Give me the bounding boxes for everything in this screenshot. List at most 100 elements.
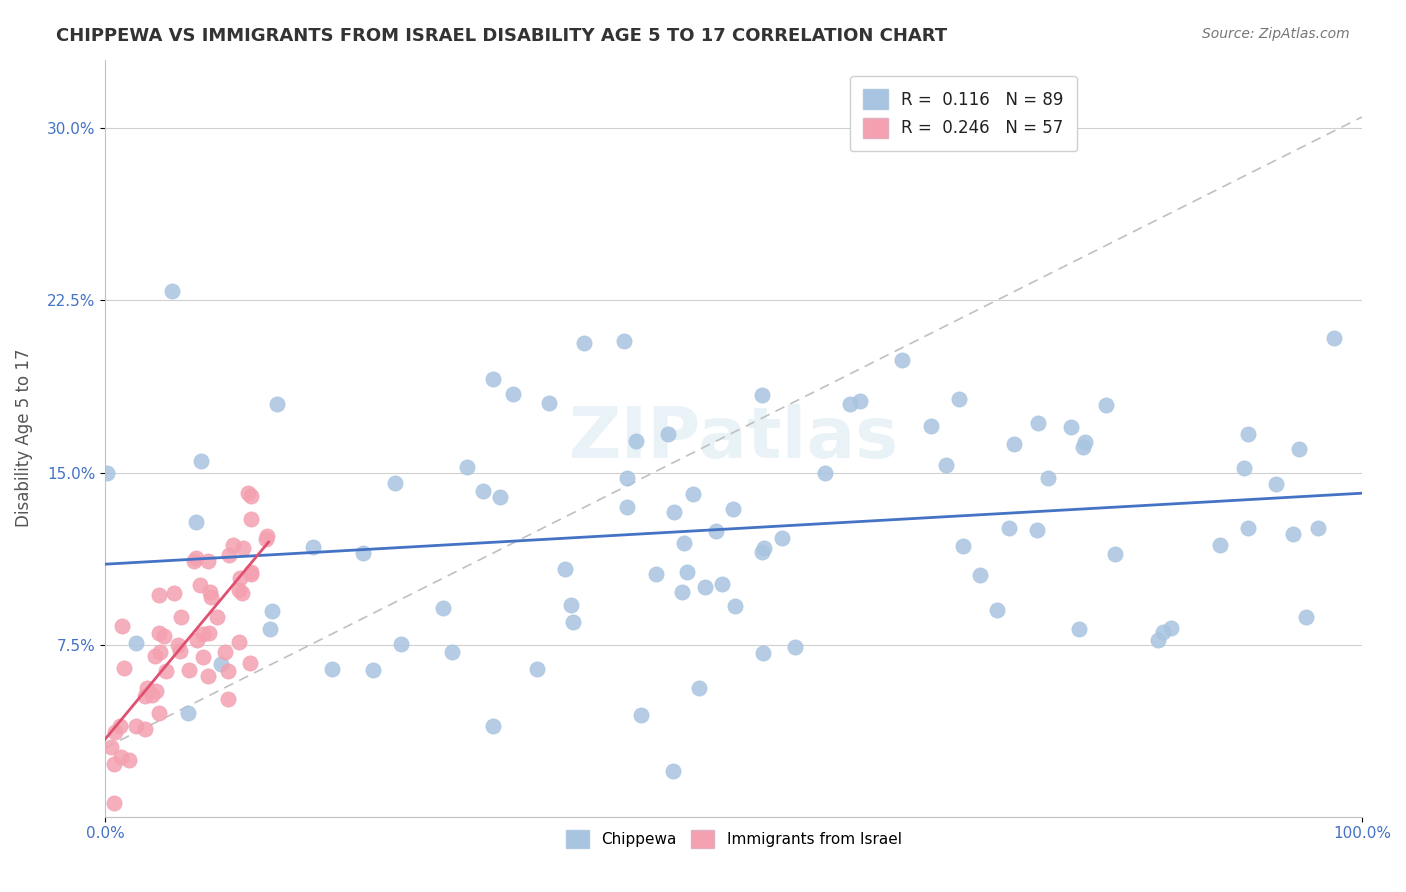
- Point: [752, 541, 775, 556]
- Point: [751, 545, 773, 559]
- Point: [103, 796, 125, 810]
- Point: [217, 664, 239, 678]
- Point: [616, 500, 638, 514]
- Point: [240, 565, 263, 579]
- Point: [134, 723, 156, 737]
- Point: [891, 352, 914, 367]
- Point: [108, 719, 131, 733]
- Point: [184, 515, 207, 529]
- Point: [1002, 437, 1025, 451]
- Point: [153, 629, 176, 643]
- Point: [710, 577, 733, 591]
- Point: [183, 554, 205, 568]
- Point: [432, 600, 454, 615]
- Point: [1060, 420, 1083, 434]
- Legend: R =  0.116   N = 89, R =  0.246   N = 57: R = 0.116 N = 89, R = 0.246 N = 57: [849, 76, 1077, 151]
- Point: [1152, 625, 1174, 640]
- Point: [186, 550, 208, 565]
- Point: [217, 692, 239, 706]
- Point: [1237, 426, 1260, 441]
- Point: [1233, 460, 1256, 475]
- Point: [948, 392, 970, 406]
- Point: [169, 610, 191, 624]
- Point: [190, 454, 212, 468]
- Point: [657, 426, 679, 441]
- Point: [920, 419, 942, 434]
- Point: [191, 626, 214, 640]
- Point: [482, 372, 505, 386]
- Point: [1026, 416, 1049, 430]
- Point: [1288, 442, 1310, 457]
- Point: [752, 646, 775, 660]
- Point: [134, 689, 156, 703]
- Point: [624, 434, 647, 449]
- Point: [526, 662, 548, 676]
- Point: [1067, 622, 1090, 636]
- Point: [186, 633, 208, 648]
- Point: [1264, 476, 1286, 491]
- Point: [662, 764, 685, 778]
- Point: [352, 546, 374, 560]
- Point: [148, 588, 170, 602]
- Point: [676, 566, 699, 580]
- Point: [96, 466, 118, 480]
- Point: [254, 532, 277, 546]
- Point: [969, 568, 991, 582]
- Point: [1071, 440, 1094, 454]
- Point: [229, 571, 252, 585]
- Point: [239, 489, 262, 503]
- Point: [849, 394, 872, 409]
- Point: [389, 637, 412, 651]
- Point: [177, 706, 200, 720]
- Point: [488, 491, 510, 505]
- Point: [673, 536, 696, 550]
- Point: [240, 567, 263, 582]
- Point: [671, 585, 693, 599]
- Point: [751, 388, 773, 402]
- Point: [562, 615, 585, 629]
- Point: [704, 524, 727, 538]
- Point: [986, 603, 1008, 617]
- Point: [238, 486, 260, 500]
- Point: [177, 664, 200, 678]
- Point: [118, 753, 141, 767]
- Point: [136, 681, 159, 696]
- Point: [228, 635, 250, 649]
- Point: [839, 397, 862, 411]
- Point: [188, 578, 211, 592]
- Y-axis label: Disability Age 5 to 17: Disability Age 5 to 17: [15, 349, 32, 527]
- Point: [232, 541, 254, 556]
- Point: [191, 650, 214, 665]
- Point: [214, 645, 236, 659]
- Point: [111, 619, 134, 633]
- Point: [363, 664, 385, 678]
- Point: [664, 505, 686, 519]
- Point: [163, 585, 186, 599]
- Point: [100, 739, 122, 754]
- Point: [155, 665, 177, 679]
- Point: [125, 635, 148, 649]
- Text: ZIPatlas: ZIPatlas: [568, 403, 898, 473]
- Point: [502, 387, 524, 401]
- Point: [1306, 521, 1329, 535]
- Point: [1038, 471, 1060, 485]
- Point: [302, 540, 325, 554]
- Point: [198, 626, 221, 640]
- Point: [266, 396, 288, 410]
- Point: [1209, 538, 1232, 552]
- Point: [682, 486, 704, 500]
- Point: [218, 548, 240, 562]
- Point: [145, 649, 167, 664]
- Point: [688, 681, 710, 696]
- Point: [384, 475, 406, 490]
- Point: [169, 644, 191, 658]
- Point: [471, 483, 494, 498]
- Point: [256, 529, 278, 543]
- Point: [149, 645, 172, 659]
- Point: [1282, 527, 1305, 541]
- Point: [166, 638, 188, 652]
- Point: [259, 622, 281, 636]
- Point: [222, 538, 245, 552]
- Point: [209, 657, 232, 671]
- Point: [110, 750, 132, 764]
